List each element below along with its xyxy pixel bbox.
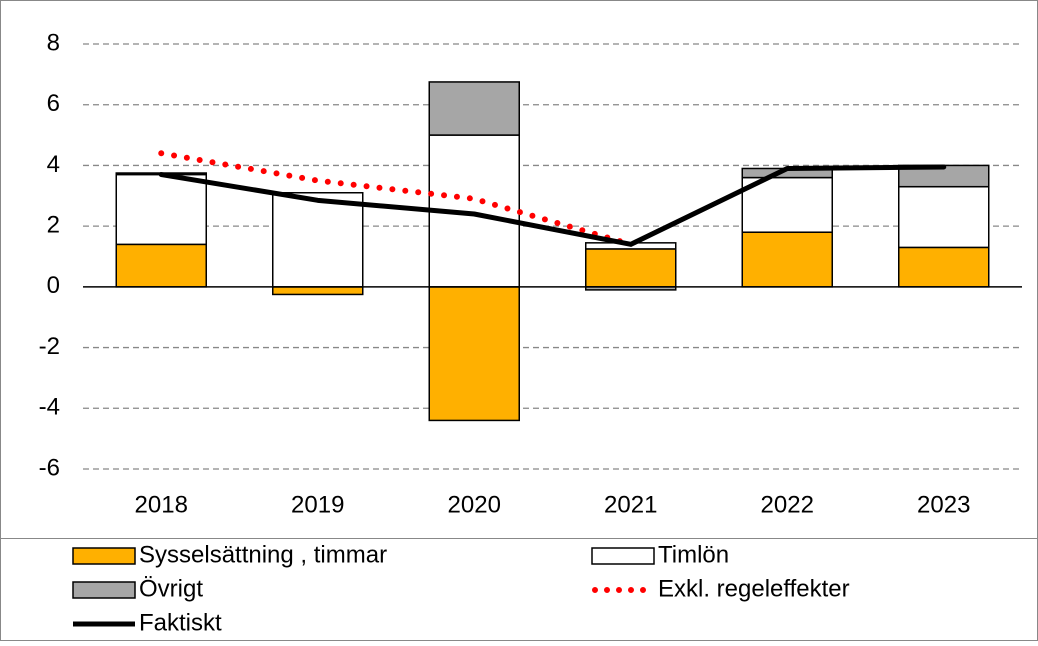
legend-label: Övrigt bbox=[139, 575, 203, 602]
bar bbox=[898, 246, 990, 288]
bar bbox=[115, 173, 207, 246]
x-tick-label: 2018 bbox=[135, 491, 188, 518]
x-tick-label: 2019 bbox=[291, 491, 344, 518]
y-tick-label: 6 bbox=[47, 90, 60, 117]
x-tick-label: 2021 bbox=[604, 491, 657, 518]
y-tick-label: -4 bbox=[39, 394, 60, 421]
bar bbox=[115, 243, 207, 288]
y-tick-label: 2 bbox=[47, 211, 60, 238]
bar bbox=[272, 286, 364, 296]
bar bbox=[428, 286, 520, 422]
bar bbox=[272, 192, 364, 288]
y-tick-label: 4 bbox=[47, 151, 60, 178]
legend-label: Timlön bbox=[658, 541, 729, 568]
legend-swatch bbox=[591, 547, 655, 565]
bar bbox=[585, 248, 677, 288]
y-tick-label: 0 bbox=[47, 272, 60, 299]
bar bbox=[741, 231, 833, 288]
y-tick-label: -6 bbox=[39, 454, 60, 481]
line-series bbox=[158, 164, 947, 247]
legend-label: Sysselsättning , timmar bbox=[139, 541, 387, 568]
x-tick-label: 2020 bbox=[448, 491, 501, 518]
line-series bbox=[158, 150, 634, 248]
legend-label: Faktiskt bbox=[139, 609, 222, 636]
x-tick-label: 2022 bbox=[761, 491, 814, 518]
y-tick-label: 8 bbox=[47, 29, 60, 56]
bar bbox=[898, 185, 990, 249]
y-tick-label: -2 bbox=[39, 333, 60, 360]
legend-swatch bbox=[72, 581, 136, 599]
legend-label: Exkl. regeleffekter bbox=[658, 575, 850, 602]
x-tick-label: 2023 bbox=[917, 491, 970, 518]
bar bbox=[428, 81, 520, 136]
legend-swatch bbox=[72, 547, 136, 565]
